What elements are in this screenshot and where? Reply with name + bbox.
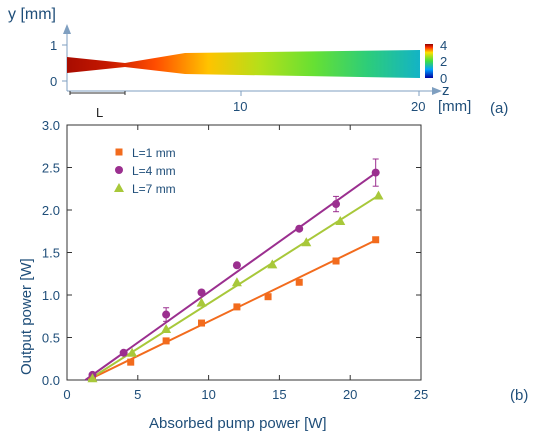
a-ytick-label-0: 0 [50,74,57,89]
point-l-4-mm [332,200,341,209]
b-ytick-label-2: 1.0 [42,288,60,303]
legend-marker-l-4-mm [115,166,123,174]
a-ylabel: y [mm] [8,6,56,23]
b-data-points [87,168,384,383]
b-axes-frame [66,124,422,381]
a-xlabel: [mm] [438,98,471,115]
a-ytick-label-1: 1 [50,38,57,53]
b-ytick-label-5: 2.5 [42,161,60,176]
b-ylabel: Output power [W] [18,258,35,375]
point-l-4-mm [295,224,304,233]
a-z-label: z [442,82,450,99]
point-l-1-mm [264,293,272,301]
point-l-1-mm [295,278,303,286]
temperature-map [67,50,420,78]
point-l-7-mm [267,259,278,269]
legend-label-l-7-mm: L=7 mm [132,182,176,196]
colorbar-tick-4: 4 [440,38,447,53]
panel-a-label: (a) [490,100,508,117]
b-xtick-label-20: 20 [343,387,357,402]
point-l-7-mm [301,237,312,247]
legend-marker-l-1-mm [115,148,123,156]
panel-b: 0 5 10 15 20 25 0.00.51.01.52.02.53.0 L=1 mmL… [18,118,528,432]
point-l-7-mm [231,277,242,287]
segment-l-label: L [96,105,103,120]
point-l-1-mm [233,303,241,311]
point-l-4-mm [232,261,241,270]
a-z-axis-arrow [432,87,442,95]
b-xtick-label-5: 5 [134,387,141,402]
a-xtick-label-20: 20 [411,99,425,114]
b-xtick-label-10: 10 [201,387,215,402]
point-l-7-mm [335,216,346,226]
b-xtick-label-15: 15 [272,387,286,402]
b-xtick-label-0: 0 [63,387,70,402]
b-y-ticks: 0.0 0.5 1.0 1.5 2.0 2.5 3.0 [42,118,421,388]
point-l-7-mm [196,297,207,307]
b-ytick-label-6: 3.0 [42,118,60,133]
fit-line-l-4-mm [84,170,380,381]
b-ytick-label-3: 1.5 [42,246,60,261]
b-xlabel: Absorbed pump power [W] [149,415,327,432]
point-l-1-mm [332,257,340,265]
b-ytick-label-4: 2.0 [42,203,60,218]
point-l-1-mm [127,358,135,366]
point-l-1-mm [162,337,170,345]
panel-b-label: (b) [510,387,528,404]
b-xtick-label-25: 25 [414,387,428,402]
point-l-4-mm [371,168,380,177]
point-l-7-mm [127,347,138,357]
point-l-1-mm [372,236,380,244]
panel-a: y [mm] 1 0 L 10 20 [mm] z 4 2 0 (a) [8,6,508,120]
b-plot-frame [66,124,422,381]
colorbar-tick-0: 0 [440,71,447,86]
fit-line-l-7-mm [87,194,380,381]
b-ytick-label-0: 0.0 [42,373,60,388]
b-ytick-label-1: 0.5 [42,331,60,346]
colorbar-tick-2: 2 [440,54,447,69]
point-l-4-mm [197,288,206,297]
a-xtick-label-10: 10 [233,99,247,114]
colorbar [425,44,433,78]
legend-label-l-1-mm: L=1 mm [132,146,176,160]
point-l-4-mm [119,348,128,357]
point-l-4-mm [162,310,171,319]
point-l-7-mm [87,373,98,383]
point-l-1-mm [198,319,206,327]
b-x-ticks: 0 5 10 15 20 25 [63,125,428,402]
b-legend: L=1 mm L=4 mm L=7 mm [114,146,176,196]
point-l-7-mm [161,324,172,333]
a-y-axis-arrow [63,24,71,34]
legend-marker-l-7-mm [114,183,124,192]
legend-label-l-4-mm: L=4 mm [132,164,176,178]
point-l-7-mm [373,190,384,200]
